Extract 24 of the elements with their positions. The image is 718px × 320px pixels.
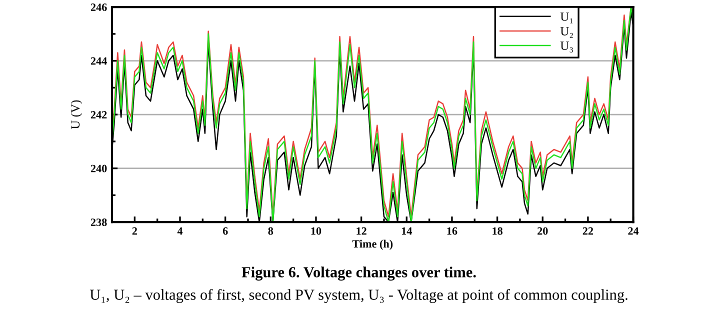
x-tick-label: 18: [492, 227, 502, 235]
y-tick-label: 242: [90, 111, 107, 118]
legend-label: U₂: [560, 27, 573, 38]
text: U₁, U₂ – voltages of first, second PV system, U₃ - Voltage at point of common coupling.: [90, 288, 628, 304]
y-tick-label: 246: [90, 4, 107, 12]
x-tick-label: 2: [132, 227, 137, 235]
y-axis-title: U (V): [70, 100, 82, 130]
y-tick-label: 238: [90, 218, 107, 226]
x-tick-label: 14: [402, 227, 412, 235]
x-tick-label: 6: [222, 227, 228, 235]
x-tick-label: 12: [356, 227, 366, 235]
x-axis-title: Time (h): [352, 240, 393, 250]
x-tick-label: 22: [582, 227, 594, 235]
x-tick-label: 10: [311, 227, 322, 235]
x-tick-label: 8: [268, 227, 274, 235]
x-tick-label: 16: [447, 227, 458, 235]
legend-label: U₃: [560, 42, 573, 52]
legend-label: U₁: [560, 12, 573, 24]
x-tick-label: 20: [538, 227, 548, 235]
x-tick-label: 4: [177, 227, 183, 235]
x-tick-label: 24: [628, 227, 639, 235]
caption: Figure 6. Voltage changes over time.: [242, 266, 476, 281]
y-tick-label: 240: [90, 164, 107, 172]
y-tick-label: 244: [90, 57, 107, 65]
